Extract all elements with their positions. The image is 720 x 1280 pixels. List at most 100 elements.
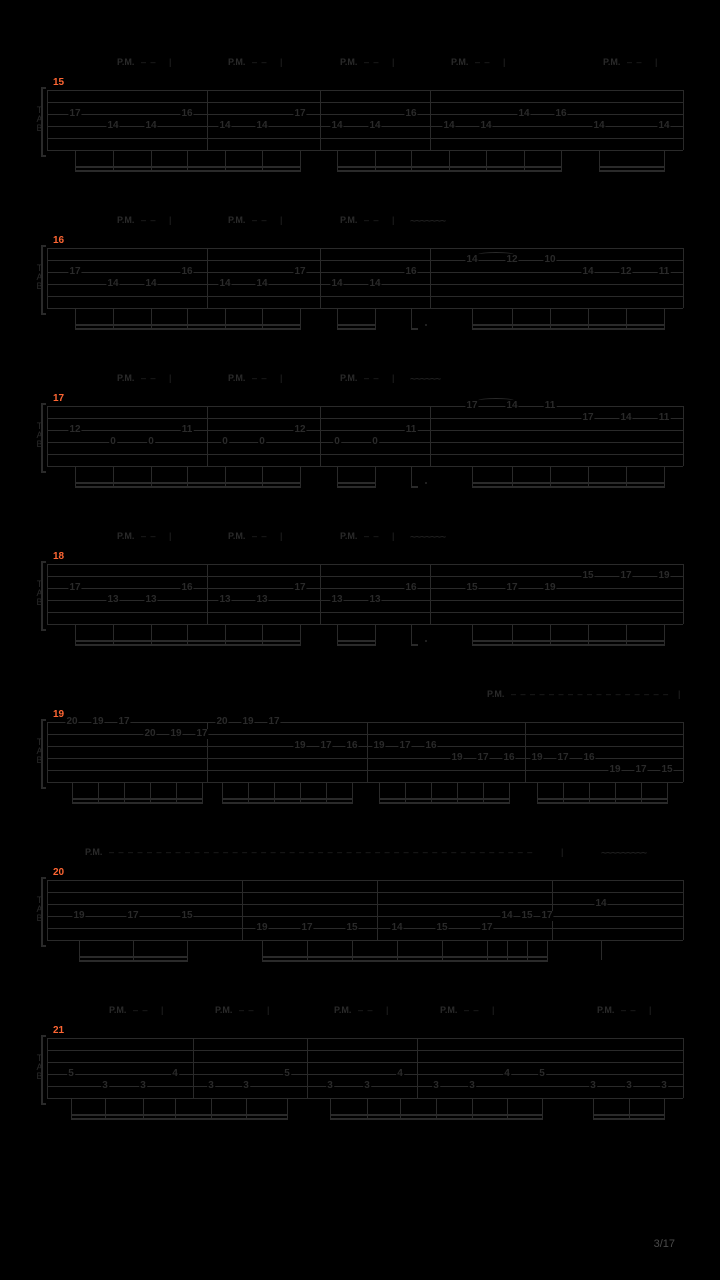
fret-number: 3 — [468, 1081, 476, 1091]
beam — [75, 170, 301, 172]
barline — [47, 880, 48, 940]
fret-number: 12 — [68, 425, 81, 435]
measure-number: 15 — [53, 77, 64, 88]
staff-line — [47, 248, 683, 249]
fret-number: 14 — [368, 279, 381, 289]
palm-mute-dash: – – — [464, 1005, 480, 1015]
fret-number: 11 — [544, 401, 557, 411]
beam — [75, 486, 301, 488]
palm-mute-end: | — [161, 1005, 163, 1015]
fret-number: 17 — [195, 729, 208, 739]
palm-mute-label: P.M. — [117, 215, 134, 225]
palm-mute-dash: – – — [364, 215, 380, 225]
barline — [47, 406, 48, 466]
fret-number: 14 — [106, 279, 119, 289]
palm-mute-label: P.M. — [109, 1005, 126, 1015]
fret-number: 17 — [319, 741, 332, 751]
barline — [320, 406, 321, 466]
tab-staff: 18TAB17131316131317131316151719151719 — [47, 564, 683, 624]
staff-line — [47, 1074, 683, 1075]
fret-number: 3 — [242, 1081, 250, 1091]
fret-number: 4 — [171, 1069, 179, 1079]
page-number: 3/17 — [654, 1238, 675, 1250]
fret-number: 16 — [345, 741, 358, 751]
staff-line — [47, 564, 683, 565]
fret-number: 17 — [465, 401, 478, 411]
palm-mute-label: P.M. — [597, 1005, 614, 1015]
fret-number: 16 — [404, 267, 417, 277]
palm-mute-end: | — [280, 373, 282, 383]
fret-number: 17 — [126, 911, 139, 921]
fret-number: 5 — [67, 1069, 75, 1079]
rhythm-stems — [47, 624, 683, 654]
beam — [472, 324, 665, 326]
beam — [472, 482, 665, 484]
fret-number: 17 — [556, 753, 569, 763]
beam — [222, 798, 353, 800]
palm-mute-end: | — [280, 215, 282, 225]
fret-number: 19 — [241, 717, 254, 727]
fret-number: 19 — [530, 753, 543, 763]
rhythm-stems — [47, 466, 683, 496]
beam — [337, 324, 376, 326]
beam — [330, 1118, 543, 1120]
staff-line — [47, 442, 683, 443]
palm-mute-label: P.M. — [85, 847, 102, 857]
fret-number: 3 — [589, 1081, 597, 1091]
barline — [320, 248, 321, 308]
fret-number: 15 — [435, 923, 448, 933]
barline — [430, 90, 431, 150]
staff-line — [47, 114, 683, 115]
fret-number: 13 — [368, 595, 381, 605]
palm-mute-dash: – – — [252, 215, 268, 225]
beam — [411, 644, 418, 646]
fret-number: 17 — [293, 109, 306, 119]
palm-mute-dash: – – — [621, 1005, 637, 1015]
fret-number: 19 — [543, 583, 556, 593]
fret-number: 14 — [218, 121, 231, 131]
beam — [75, 166, 301, 168]
beam — [222, 802, 353, 804]
fret-number: 17 — [267, 717, 280, 727]
palm-mute-dash: – – – – – – – – – – – – – – – – – — [511, 689, 669, 699]
staff-line — [47, 1038, 683, 1039]
fret-number: 19 — [293, 741, 306, 751]
tab-system: P.M.– –|P.M.– –|P.M.– –|~~~~~~~16TAB1714… — [47, 248, 683, 308]
fret-number: 17 — [634, 765, 647, 775]
tab-clef: TAB — [33, 106, 45, 133]
beam — [379, 798, 510, 800]
barline — [207, 564, 208, 624]
fret-number: 15 — [660, 765, 673, 775]
fret-number: 14 — [330, 121, 343, 131]
staff-line — [47, 126, 683, 127]
palm-mute-end: | — [678, 689, 680, 699]
fret-number: 14 — [255, 279, 268, 289]
barline — [430, 406, 431, 466]
palm-mute-end: | — [280, 531, 282, 541]
staff-line — [47, 722, 683, 723]
barline — [683, 248, 684, 308]
fret-number: 13 — [330, 595, 343, 605]
palm-mute-end: | — [492, 1005, 494, 1015]
fret-number: 19 — [169, 729, 182, 739]
fret-number: 14 — [581, 267, 594, 277]
fret-number: 14 — [218, 279, 231, 289]
rhythm-stems — [47, 150, 683, 180]
note-stem — [601, 940, 602, 960]
palm-mute-end: | — [655, 57, 657, 67]
fret-number: 17 — [293, 267, 306, 277]
fret-number: 16 — [404, 109, 417, 119]
fret-number: 17 — [68, 583, 81, 593]
palm-mute-dash: – – — [133, 1005, 149, 1015]
palm-mute-end: | — [649, 1005, 651, 1015]
barline — [430, 564, 431, 624]
measure-number: 19 — [53, 709, 64, 720]
barline — [683, 406, 684, 466]
palm-mute-end: | — [392, 215, 394, 225]
fret-number: 15 — [345, 923, 358, 933]
rhythm-dot — [425, 482, 427, 484]
fret-number: 14 — [330, 279, 343, 289]
palm-mute-dash: – – — [364, 57, 380, 67]
barline — [417, 1038, 418, 1098]
fret-number: 19 — [91, 717, 104, 727]
